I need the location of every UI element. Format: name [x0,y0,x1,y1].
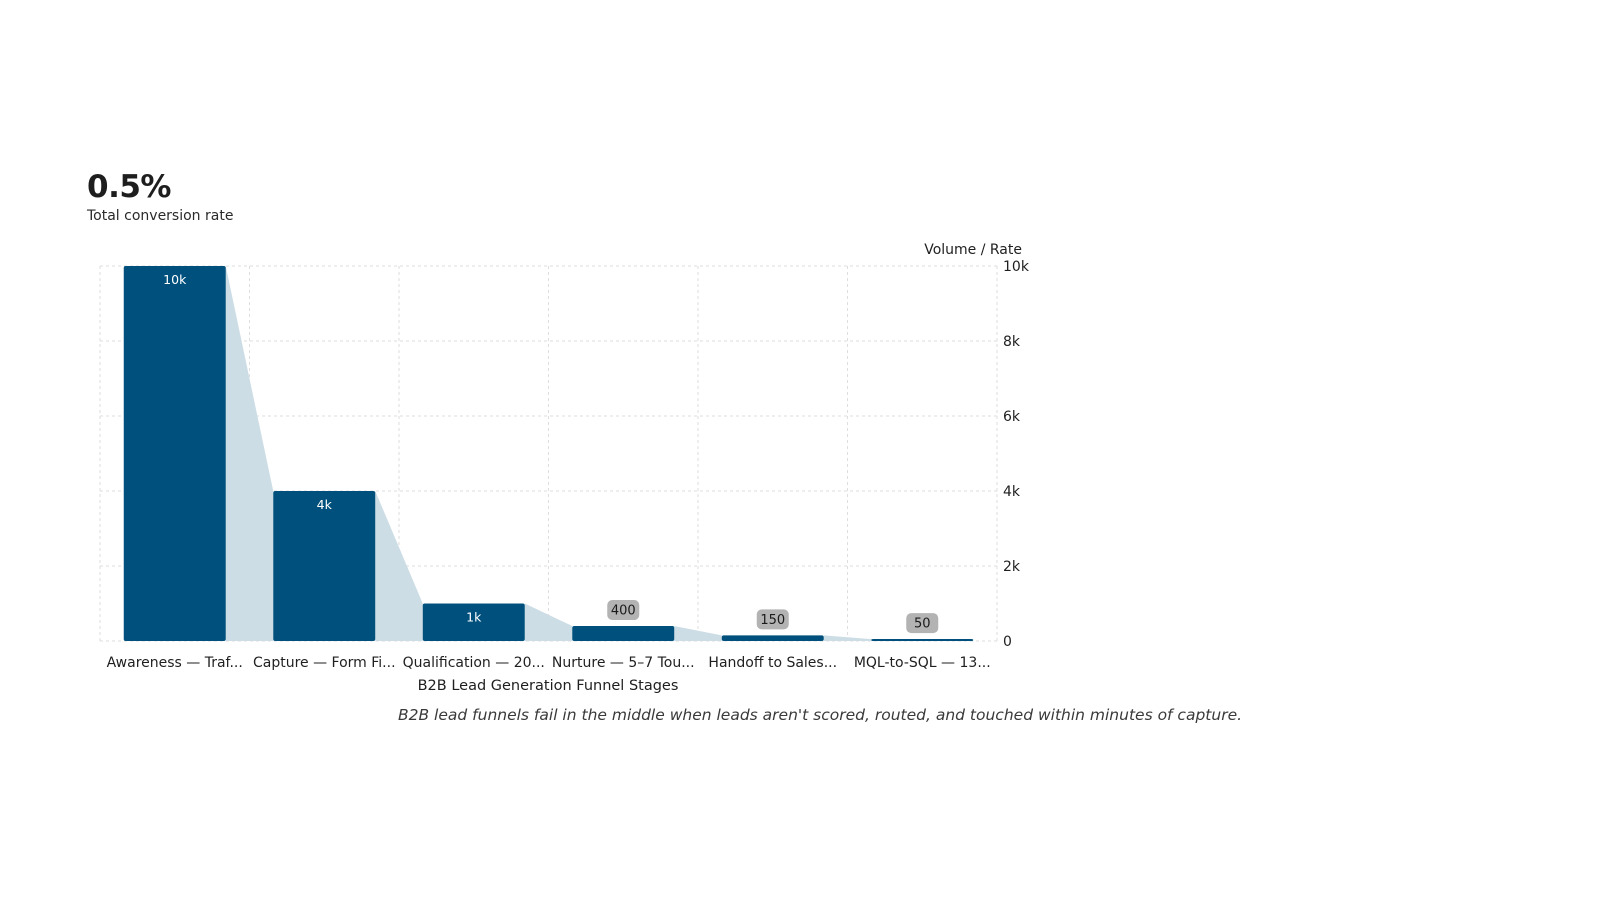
axis-ticks: 0 2k 4k 6k 8k 10k Awareness — Traf... Capture —… [107,259,1030,671]
data-label: 1k [466,610,482,625]
funnel-connector [524,603,573,641]
y-tick-label: 4k [1003,484,1021,500]
data-label-badge [756,609,789,630]
data-label: 4k [317,497,333,512]
bar[interactable] [721,635,824,641]
y-tick-label: 0 [1003,634,1012,650]
data-label: 400 [611,604,636,619]
funnel-connector [823,635,872,641]
bar[interactable] [871,639,974,641]
x-tick-label: Capture — Form Fi... [253,655,396,671]
y-tick-label: 6k [1003,409,1021,425]
data-label-badge [607,600,640,620]
kpi-label: Total conversion rate [87,208,234,224]
data-label: 50 [914,617,931,632]
kpi-value: 0.5% [87,169,171,205]
bar[interactable] [572,626,675,641]
bars [123,266,974,642]
funnel-area [225,266,872,641]
y-tick-label: 2k [1003,559,1021,575]
x-tick-label: Awareness — Traf... [107,655,243,671]
x-axis-title: B2B Lead Generation Funnel Stages [418,678,679,694]
bar[interactable] [273,491,376,641]
funnel-connector [225,266,274,641]
bar[interactable] [422,603,525,642]
x-tick-label: Handoff to Sales... [708,655,837,671]
y-axis-title: Volume / Rate [924,242,1022,258]
x-tick-label: Qualification — 20... [403,655,545,671]
y-tick-label: 10k [1003,259,1030,275]
x-tick-label: MQL-to-SQL — 13... [854,655,991,671]
kpi-block: 0.5% Total conversion rate [87,168,233,225]
data-label: 150 [760,613,785,628]
data-label-badge [906,613,939,634]
funnel-connector [375,491,423,641]
bar[interactable] [123,266,226,641]
data-label: 10k [163,272,187,287]
y-tick-label: 8k [1003,334,1021,350]
funnel-connector [674,626,722,641]
chart-caption: B2B lead funnels fail in the middle when… [398,706,1243,724]
data-labels: 10k 4k 1k 400 150 50 [163,272,939,634]
x-tick-label: Nurture — 5–7 Tou... [552,655,695,671]
